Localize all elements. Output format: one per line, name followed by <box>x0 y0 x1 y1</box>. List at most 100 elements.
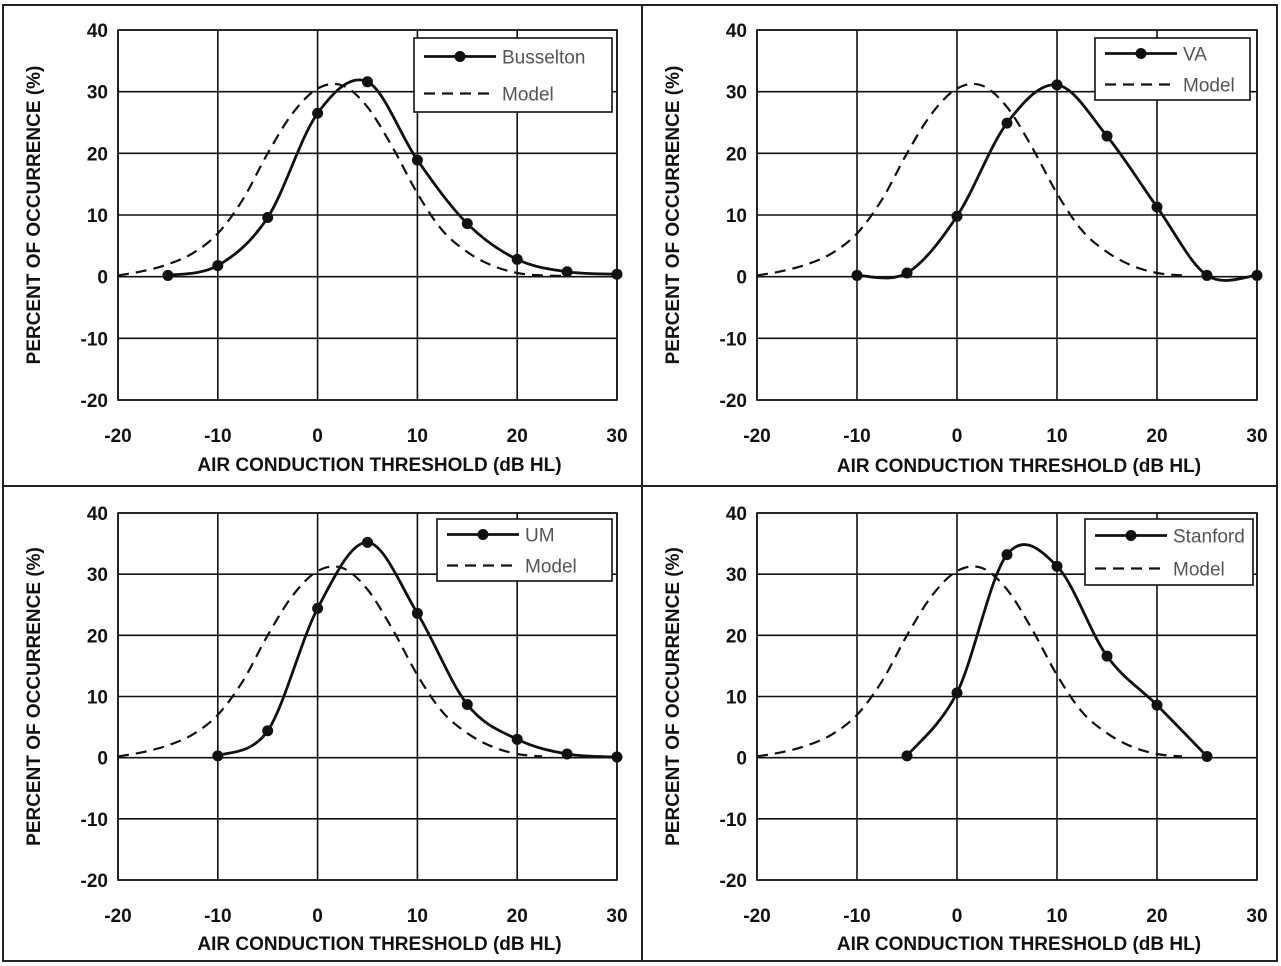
data-point-marker <box>1051 560 1063 572</box>
y-tick-label: 0 <box>97 268 108 289</box>
x-tick-label: 0 <box>952 906 963 927</box>
x-tick-label: 0 <box>312 906 323 927</box>
legend-swatch-marker <box>1125 530 1137 541</box>
data-point-marker <box>851 269 863 281</box>
data-point-marker <box>611 751 623 763</box>
x-axis-label: AIR CONDUCTION THRESHOLD (dB HL) <box>197 934 561 955</box>
data-point-marker <box>1201 750 1213 762</box>
data-point-marker <box>262 211 274 223</box>
data-point-marker <box>901 267 913 279</box>
y-tick-label: 20 <box>726 626 747 647</box>
model-series-line <box>117 565 543 758</box>
x-tick-label: -20 <box>743 426 770 447</box>
x-tick-label: 20 <box>1146 906 1167 927</box>
figure-border <box>2 4 1278 962</box>
y-tick-label: 10 <box>726 688 747 709</box>
y-tick-label: 20 <box>87 626 108 647</box>
plot-area-frame <box>756 512 1258 881</box>
y-tick-label: -10 <box>720 810 747 831</box>
y-axis-label: PERCENT OF OCCURRENCE (%) <box>663 547 684 846</box>
legend-swatch-marker <box>454 51 466 62</box>
data-point-marker <box>561 748 573 760</box>
data-point-marker <box>212 750 224 762</box>
x-axis-label: AIR CONDUCTION THRESHOLD (dB HL) <box>197 455 561 476</box>
data-point-marker <box>312 107 324 119</box>
model-series-line <box>756 82 1183 277</box>
chart-panels: 40 30 20 10 0 -10 -20 -20 -10 0 10 20 30 AIR CONDUCTI… <box>24 21 1268 955</box>
chart-panel-2: 40 30 20 10 0 -10 -20 -20 -10 0 10 20 30 AIR CONDUCTI… <box>663 21 1268 477</box>
legend-label: VA <box>1183 45 1207 66</box>
y-axis-label: PERCENT OF OCCURRENCE (%) <box>24 66 45 365</box>
y-tick-label: 0 <box>97 749 108 770</box>
data-point-marker <box>1151 201 1163 213</box>
y-tick-label: 20 <box>726 144 747 165</box>
legend-box <box>1094 37 1251 101</box>
x-axis-label: AIR CONDUCTION THRESHOLD (dB HL) <box>837 934 1201 955</box>
y-tick-label: 10 <box>726 206 747 227</box>
data-point-marker <box>1051 79 1063 91</box>
y-tick-label: -10 <box>81 329 108 350</box>
x-tick-label: -10 <box>204 426 231 447</box>
y-tick-label: -10 <box>81 810 108 831</box>
x-tick-label: 20 <box>1146 426 1167 447</box>
x-tick-label: -20 <box>104 426 131 447</box>
data-point-marker <box>411 607 423 619</box>
model-series-line <box>117 82 568 278</box>
x-tick-label: -10 <box>843 906 870 927</box>
x-tick-label: 30 <box>1246 906 1267 927</box>
data-point-marker <box>951 687 963 699</box>
legend-box <box>1084 518 1254 586</box>
data-point-marker <box>951 210 963 222</box>
data-point-marker <box>511 733 523 745</box>
x-tick-label: -20 <box>743 906 770 927</box>
y-axis-label: PERCENT OF OCCURRENCE (%) <box>663 66 684 365</box>
y-tick-label: -20 <box>81 391 108 412</box>
data-point-marker <box>461 698 473 710</box>
legend-label: Model <box>502 85 554 106</box>
legend: UM Model <box>436 518 613 582</box>
chart-panel-3: 40 30 20 10 0 -10 -20 -20 -10 0 10 20 30 AIR CONDUCTI… <box>24 504 628 955</box>
plot-area-frame <box>117 29 618 401</box>
legend-box <box>436 518 613 582</box>
y-tick-label: -20 <box>720 391 747 412</box>
data-point-marker <box>511 253 523 265</box>
chart-panel-4: 40 30 20 10 0 -10 -20 -20 -10 0 10 20 30 AIR CONDUCTI… <box>663 504 1268 955</box>
y-tick-label: 0 <box>736 749 747 770</box>
y-tick-label: 10 <box>87 206 108 227</box>
y-tick-label: -10 <box>720 329 747 350</box>
x-tick-label: 30 <box>606 906 627 927</box>
y-tick-label: 40 <box>726 21 747 42</box>
data-point-marker <box>1201 269 1213 281</box>
data-point-marker <box>362 536 373 548</box>
x-tick-label: 0 <box>952 426 963 447</box>
plot-area-frame <box>117 512 618 881</box>
y-tick-label: -20 <box>720 871 747 892</box>
chart-panel-1: 40 30 20 10 0 -10 -20 -20 -10 0 10 20 30 AIR CONDUCTI… <box>24 21 628 476</box>
x-tick-label: 20 <box>507 906 528 927</box>
data-point-marker <box>212 260 224 272</box>
y-tick-label: 40 <box>87 21 108 42</box>
data-point-marker <box>561 266 573 278</box>
legend-label: UM <box>525 526 555 547</box>
y-tick-label: 40 <box>726 504 747 525</box>
legend-label: Model <box>1183 76 1235 97</box>
x-axis-label: AIR CONDUCTION THRESHOLD (dB HL) <box>837 456 1201 477</box>
plot-area-frame <box>756 29 1258 401</box>
y-tick-label: -20 <box>81 871 108 892</box>
x-tick-label: -10 <box>204 906 231 927</box>
data-point-marker <box>461 218 473 230</box>
legend: Stanford Model <box>1084 518 1254 586</box>
legend-label: Model <box>1173 560 1225 581</box>
legend-swatch-marker <box>1135 48 1147 59</box>
x-tick-label: 30 <box>1246 426 1267 447</box>
legend: Busselton Model <box>413 37 613 113</box>
data-point-marker <box>312 602 324 614</box>
y-tick-label: 30 <box>726 83 747 104</box>
legend: VA Model <box>1094 37 1251 101</box>
x-tick-label: 0 <box>312 426 323 447</box>
y-tick-label: 20 <box>87 144 108 165</box>
y-tick-label: 10 <box>87 688 108 709</box>
data-point-marker <box>362 76 373 88</box>
